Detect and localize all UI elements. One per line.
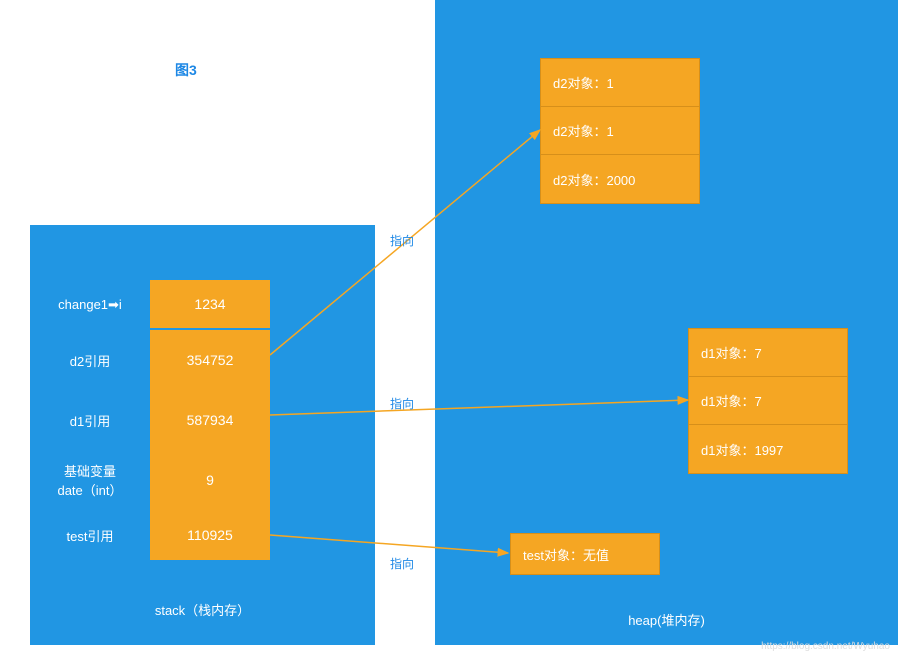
stack-label-test: test引用 <box>40 526 140 545</box>
stack-row-d2: d2引用 354752 <box>40 330 140 390</box>
heap-cell-d1-1: d1对象：7 <box>689 377 847 425</box>
heap-cell-d2-2: d2对象：2000 <box>541 155 699 203</box>
arrow-label-2: 指向 <box>390 555 414 572</box>
stack-cell-change1: 1234 <box>150 280 270 330</box>
watermark: https://blog.csdn.net/Wyuhao <box>761 641 890 652</box>
stack-cell-date: 9 <box>150 450 270 510</box>
figure-title: 图3 <box>175 60 197 80</box>
heap-box-d1: d1对象：7 d1对象：7 d1对象：1997 <box>688 328 848 474</box>
stack-label-change1: change1➡i <box>40 297 140 313</box>
heap-cell-d2-0: d2对象：1 <box>541 59 699 107</box>
heap-cell-test-0: test对象：无值 <box>511 534 659 574</box>
heap-cell-d1-0: d1对象：7 <box>689 329 847 377</box>
arrow-label-0: 指向 <box>390 232 414 249</box>
stack-cell-d2: 354752 <box>150 330 270 390</box>
stack-label-d1: d1引用 <box>40 411 140 430</box>
arrow-label-1: 指向 <box>390 395 414 412</box>
stack-row-test: test引用 110925 <box>40 510 140 560</box>
stack-caption: stack（栈内存） <box>30 600 375 619</box>
stack-row-d1: d1引用 587934 <box>40 390 140 450</box>
heap-box-d2: d2对象：1 d2对象：1 d2对象：2000 <box>540 58 700 204</box>
stack-row-date: 基础变量 date（int） 9 <box>40 450 140 510</box>
stack-row-change1: change1➡i 1234 <box>40 280 140 330</box>
heap-cell-d1-2: d1对象：1997 <box>689 425 847 473</box>
stack-cell-d1: 587934 <box>150 390 270 450</box>
stack-cell-test: 110925 <box>150 510 270 560</box>
stack-label-d2: d2引用 <box>40 351 140 370</box>
stack-label-date: 基础变量 date（int） <box>40 461 140 499</box>
heap-caption: heap(堆内存) <box>435 610 898 629</box>
heap-cell-d2-1: d2对象：1 <box>541 107 699 155</box>
heap-box-test: test对象：无值 <box>510 533 660 575</box>
